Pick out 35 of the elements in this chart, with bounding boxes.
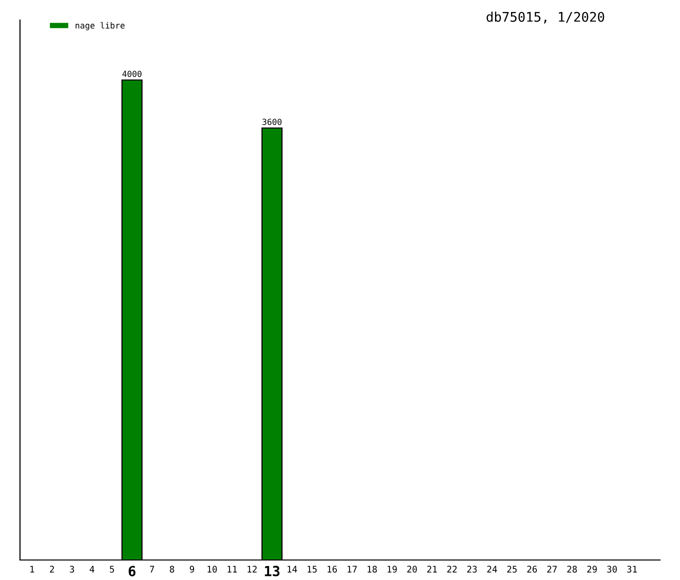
x-tick-label: 5 [110,566,114,573]
x-tick-label: 12 [248,566,257,572]
x-tick-label: 15 [308,566,317,573]
x-tick-label: 2 [50,566,54,572]
x-tick-label: 24 [487,566,498,572]
chart-title: db75015, 1/2020 [486,12,604,24]
x-tick-label: 23 [467,566,477,573]
x-tick-label: 10 [208,566,217,573]
x-tick-label: 25 [507,566,517,573]
x-tick-label: 26 [527,566,537,573]
x-tick-label: 27 [547,566,557,572]
x-tick-label: 3 [70,566,74,573]
x-tick-label: 18 [368,566,377,573]
x-tick-label: 8 [170,566,174,573]
x-tick-label: 11 [228,566,237,572]
data-label: 4000 [122,70,142,77]
x-tick-label: 4 [90,566,94,572]
x-tick-label: 21 [427,566,437,572]
x-tick-label: 16 [328,566,337,573]
x-tick-label: 7 [150,566,154,572]
x-tick-label: 28 [567,566,577,573]
x-tick-label: 29 [587,566,597,573]
x-tick-label: 30 [607,566,617,573]
x-tick-label: 6 [128,566,136,576]
x-tick-label: 20 [407,566,417,573]
x-tick-label: 1 [30,566,34,572]
data-label: 3600 [262,118,282,125]
x-tick-label: 22 [447,566,457,572]
x-tick-label: 13 [264,566,280,576]
x-tick-label: 9 [190,566,194,573]
x-tick-label: 17 [348,566,357,572]
legend-label: nage libre [76,22,125,30]
x-tick-label: 31 [627,566,637,573]
x-tick-label: 14 [288,566,298,572]
x-tick-label: 19 [388,566,397,573]
